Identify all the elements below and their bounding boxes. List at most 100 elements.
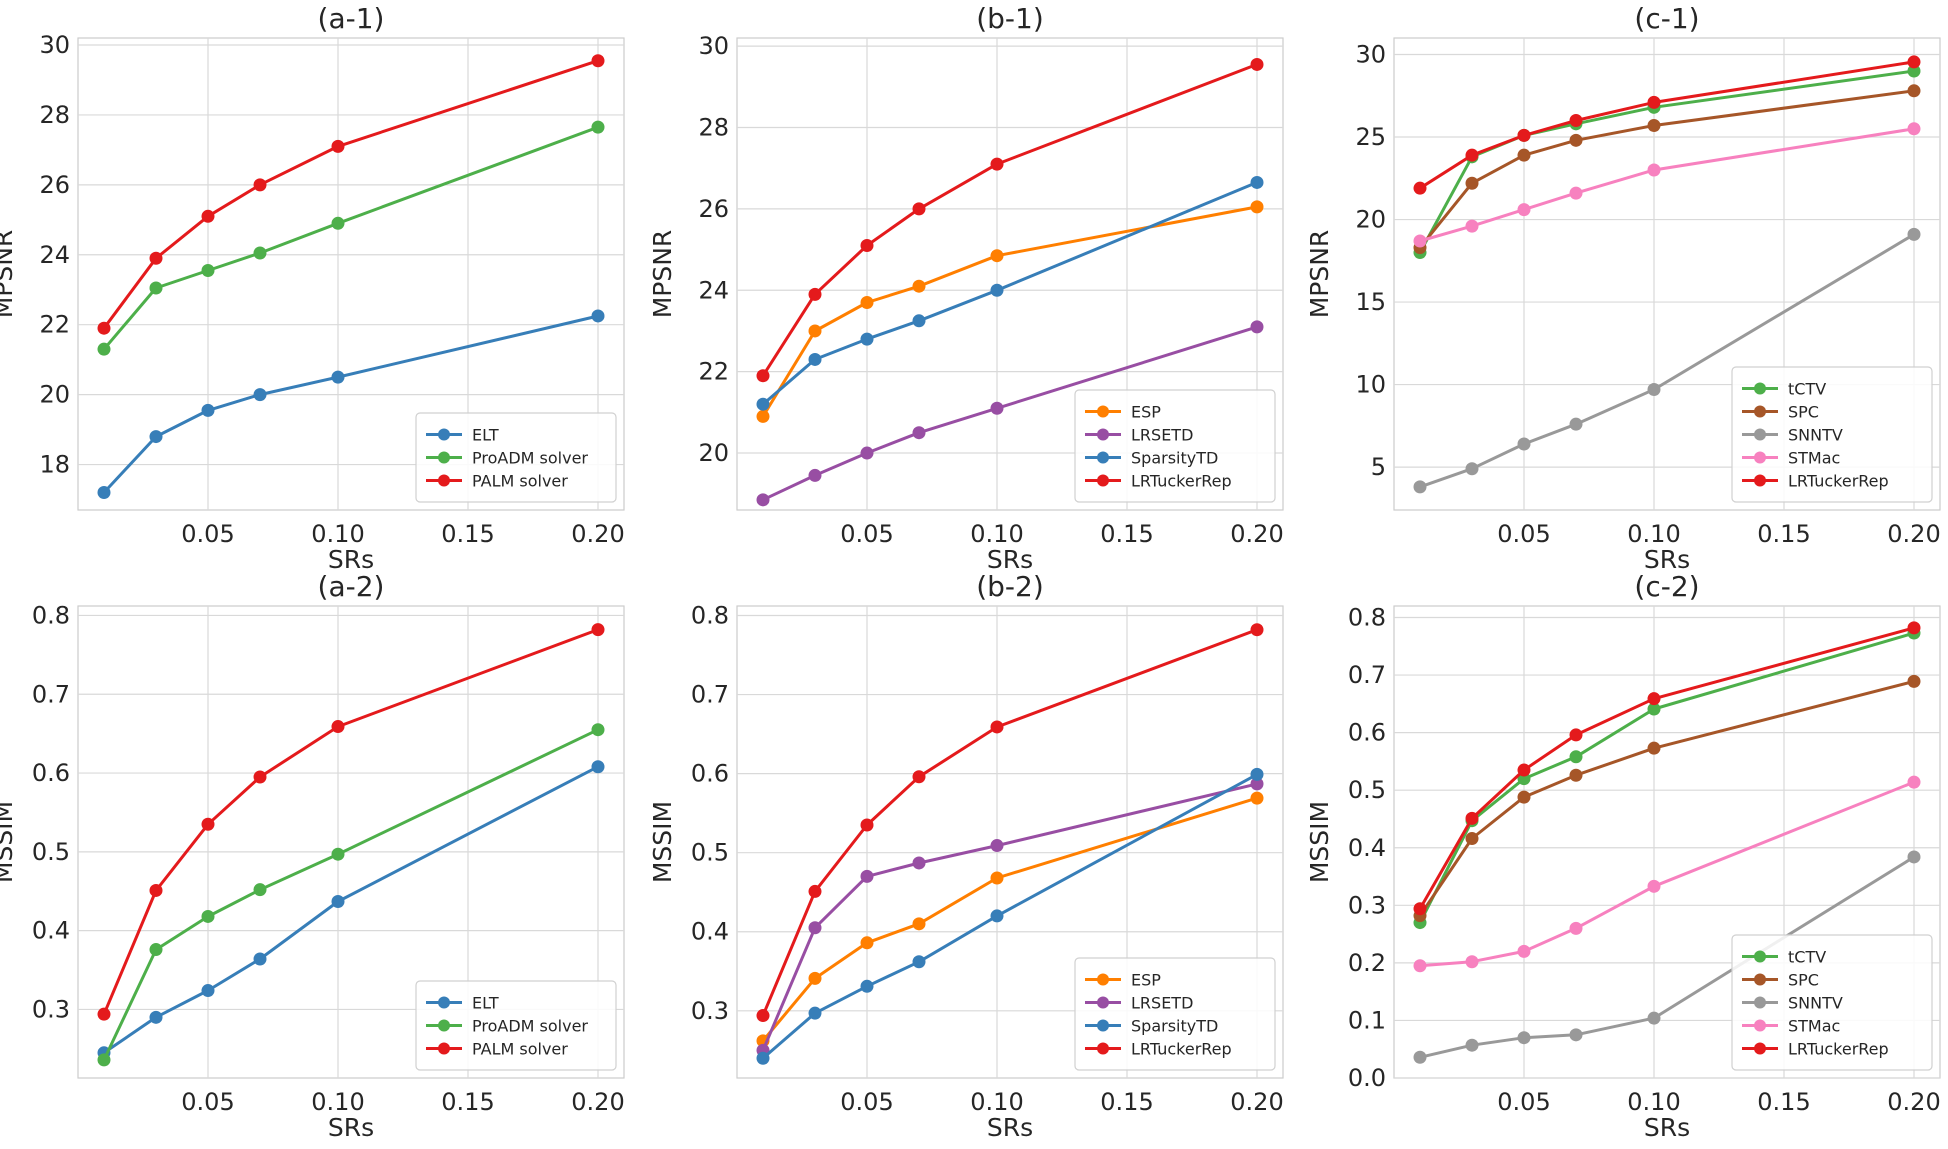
legend-label: STMac bbox=[1788, 449, 1840, 468]
series-line-lrsetd bbox=[762, 325, 1258, 502]
data-point bbox=[990, 839, 1004, 853]
y-tick-label: 30 bbox=[698, 32, 729, 60]
data-point bbox=[97, 1053, 111, 1067]
data-point bbox=[1517, 763, 1531, 777]
data-point bbox=[1517, 790, 1531, 804]
y-tick-label: 26 bbox=[39, 171, 70, 199]
data-point bbox=[1250, 623, 1264, 637]
data-point bbox=[990, 871, 1004, 885]
legend-label: STMac bbox=[1788, 1017, 1840, 1036]
data-point bbox=[756, 409, 770, 423]
data-point bbox=[1569, 750, 1583, 764]
legend-marker bbox=[1754, 428, 1766, 441]
data-point bbox=[860, 818, 874, 832]
x-tick-label: 0.15 bbox=[441, 520, 494, 548]
legend-marker bbox=[1754, 950, 1766, 963]
y-tick-label: 0.3 bbox=[1348, 891, 1386, 919]
y-tick-label: 18 bbox=[39, 451, 70, 479]
data-point bbox=[808, 921, 822, 935]
chart-title: (c-2) bbox=[1634, 570, 1699, 603]
data-point bbox=[331, 720, 345, 734]
series-line-sparsitytd bbox=[762, 773, 1258, 1060]
y-axis-label: MSSIM bbox=[648, 801, 677, 883]
legend-marker bbox=[1097, 1042, 1109, 1055]
data-point bbox=[1647, 741, 1661, 755]
x-axis-label: SRs bbox=[987, 545, 1033, 574]
x-tick-label: 0.20 bbox=[571, 520, 624, 548]
data-point bbox=[990, 249, 1004, 263]
data-point bbox=[1569, 114, 1583, 128]
legend-box bbox=[415, 412, 617, 503]
data-point bbox=[1647, 702, 1661, 716]
legend-label: SPC bbox=[1788, 403, 1819, 422]
data-point bbox=[1465, 462, 1479, 476]
legend-marker bbox=[1097, 428, 1109, 441]
data-point bbox=[912, 279, 926, 293]
legend: ELT ProADM solver PALM solver bbox=[415, 980, 617, 1071]
series-line-proadm-solver bbox=[102, 728, 599, 1061]
legend-marker bbox=[1097, 996, 1109, 1009]
data-point bbox=[253, 952, 267, 966]
data-point bbox=[912, 426, 926, 440]
chart-panel-(c-2): 0.05 0.10 0.15 0.20 0.0 0.1 0.2 0.3 0.4 0.5 0.6 0.7… bbox=[1305, 570, 1941, 1142]
x-tick-label: 0.10 bbox=[311, 1088, 364, 1116]
data-point bbox=[253, 178, 267, 192]
data-point bbox=[860, 869, 874, 883]
data-point bbox=[808, 324, 822, 338]
data-point bbox=[1647, 879, 1661, 893]
legend-box bbox=[1731, 366, 1933, 503]
data-point bbox=[1465, 955, 1479, 969]
y-tick-label: 15 bbox=[1355, 288, 1386, 316]
chart-panel-(c-1): 0.05 0.10 0.15 0.20 5 10 15 20 25 30 (c-1) SRs MPSNR… bbox=[1305, 2, 1941, 574]
data-point bbox=[1465, 832, 1479, 846]
data-point bbox=[990, 720, 1004, 734]
y-axis-label: MSSIM bbox=[1305, 801, 1334, 883]
chart-title: (a-2) bbox=[318, 570, 385, 603]
series-line-lrsetd bbox=[761, 782, 1258, 1051]
y-tick-label: 10 bbox=[1355, 371, 1386, 399]
data-point bbox=[1907, 227, 1921, 241]
legend-label: ELT bbox=[472, 994, 499, 1013]
data-point bbox=[1569, 768, 1583, 782]
data-point bbox=[253, 883, 267, 897]
x-axis-label: SRs bbox=[987, 1113, 1033, 1142]
legend-label: tCTV bbox=[1788, 380, 1826, 399]
y-axis-label: MPSNR bbox=[0, 230, 18, 319]
data-point bbox=[1907, 64, 1921, 78]
series-line-palm-solver bbox=[102, 59, 599, 330]
data-point bbox=[97, 486, 111, 500]
data-point bbox=[591, 760, 605, 774]
y-tick-label: 0.8 bbox=[1348, 604, 1386, 632]
series-line-tctv bbox=[1418, 69, 1915, 254]
x-tick-label: 0.15 bbox=[441, 1088, 494, 1116]
series-line-snntv bbox=[1419, 233, 1915, 489]
data-point bbox=[1569, 186, 1583, 200]
data-point bbox=[1517, 203, 1531, 217]
data-point bbox=[860, 239, 874, 253]
y-tick-label: 0.1 bbox=[1348, 1006, 1386, 1034]
legend-marker bbox=[438, 428, 450, 441]
data-point bbox=[912, 917, 926, 931]
legend-box bbox=[1074, 957, 1276, 1071]
legend-marker bbox=[438, 1019, 450, 1032]
data-point bbox=[1517, 1031, 1531, 1045]
legend-label: SNNTV bbox=[1788, 426, 1843, 445]
data-point bbox=[201, 817, 215, 831]
data-point bbox=[860, 295, 874, 309]
y-tick-label: 25 bbox=[1355, 123, 1386, 151]
legend-label: ELT bbox=[472, 426, 499, 445]
y-tick-label: 0.4 bbox=[691, 918, 729, 946]
y-tick-label: 24 bbox=[698, 276, 729, 304]
y-tick-label: 5 bbox=[1371, 453, 1386, 481]
data-point bbox=[808, 884, 822, 898]
legend-marker bbox=[1754, 382, 1766, 395]
x-axis-label: SRs bbox=[328, 1113, 374, 1142]
series-line-stmac bbox=[1419, 127, 1915, 243]
legend-marker bbox=[1097, 451, 1109, 464]
x-tick-label: 0.05 bbox=[181, 520, 234, 548]
chart-title: (b-2) bbox=[976, 570, 1044, 603]
y-tick-label: 0.2 bbox=[1348, 949, 1386, 977]
data-point bbox=[591, 623, 605, 637]
data-point bbox=[1647, 95, 1661, 109]
